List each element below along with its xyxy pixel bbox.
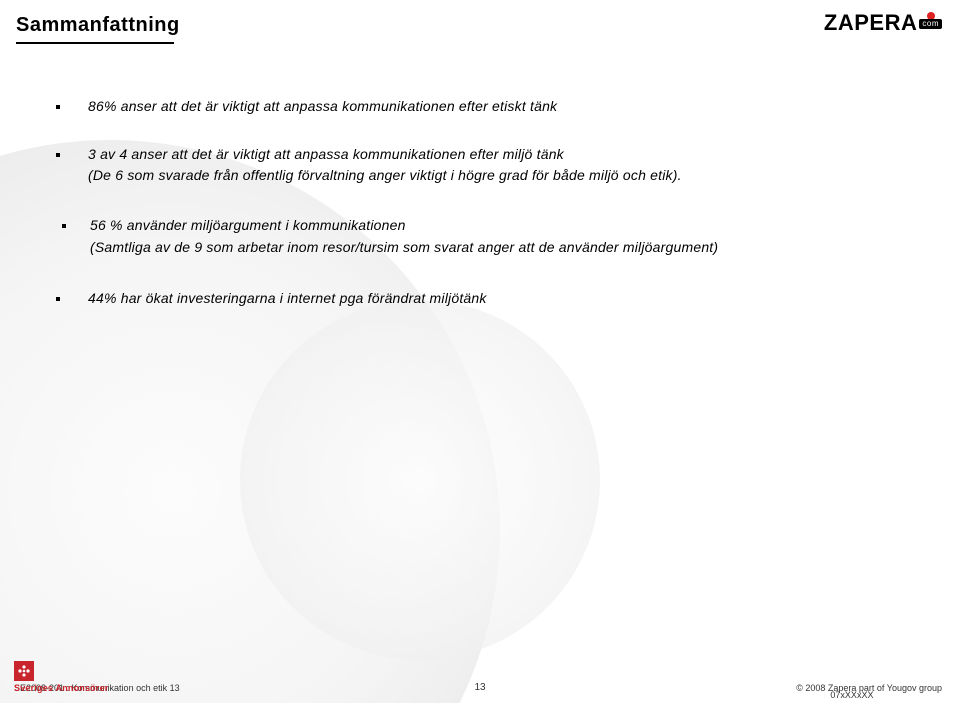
- bullet-icon: [56, 105, 60, 109]
- bullet-icon: [56, 297, 60, 301]
- sveriges-annonsorer-logo: Sveriges Annonsörer: [14, 661, 109, 693]
- sa-label: Sveriges Annonsörer: [14, 683, 109, 693]
- bullet-list: 86% anser att det är viktigt att anpassa…: [56, 96, 900, 310]
- brand-logo-com-text: com: [919, 19, 942, 29]
- bullet-text: 86% anser att det är viktigt att anpassa…: [88, 96, 557, 118]
- slide: Sammanfattning ZAPERA com 86% anser att …: [0, 0, 960, 703]
- brand-logo: ZAPERA com: [824, 10, 942, 36]
- bullet-text: 3 av 4 anser att det är viktigt att anpa…: [88, 144, 682, 187]
- footer-overlay-code: 07xXXxXX: [830, 690, 873, 700]
- bullet-icon: [62, 224, 66, 228]
- list-item: 44% har ökat investeringarna i internet …: [56, 288, 900, 310]
- flower-icon: [14, 661, 34, 681]
- list-item: 3 av 4 anser att det är viktigt att anpa…: [56, 144, 900, 187]
- bullet-text: 44% har ökat investeringarna i internet …: [88, 288, 487, 310]
- page-title: Sammanfattning: [16, 14, 180, 37]
- list-item: 56 % använder miljöargument i kommunikat…: [56, 215, 900, 258]
- bullet-icon: [56, 153, 60, 157]
- brand-logo-com: com: [919, 12, 942, 29]
- title-underline: [16, 42, 174, 44]
- bullet-text: 56 % använder miljöargument i kommunikat…: [90, 215, 718, 258]
- footer-left: Sveriges Annonsörer: [14, 661, 109, 693]
- footer-right: © 2008 Zapera07xXXxXX part of Yougov gro…: [796, 683, 942, 693]
- footer: Sveriges Annonsörer © 2008 Zapera07xXXxX…: [0, 661, 960, 693]
- list-item: 86% anser att det är viktigt att anpassa…: [56, 96, 900, 118]
- brand-logo-text: ZAPERA: [824, 10, 917, 36]
